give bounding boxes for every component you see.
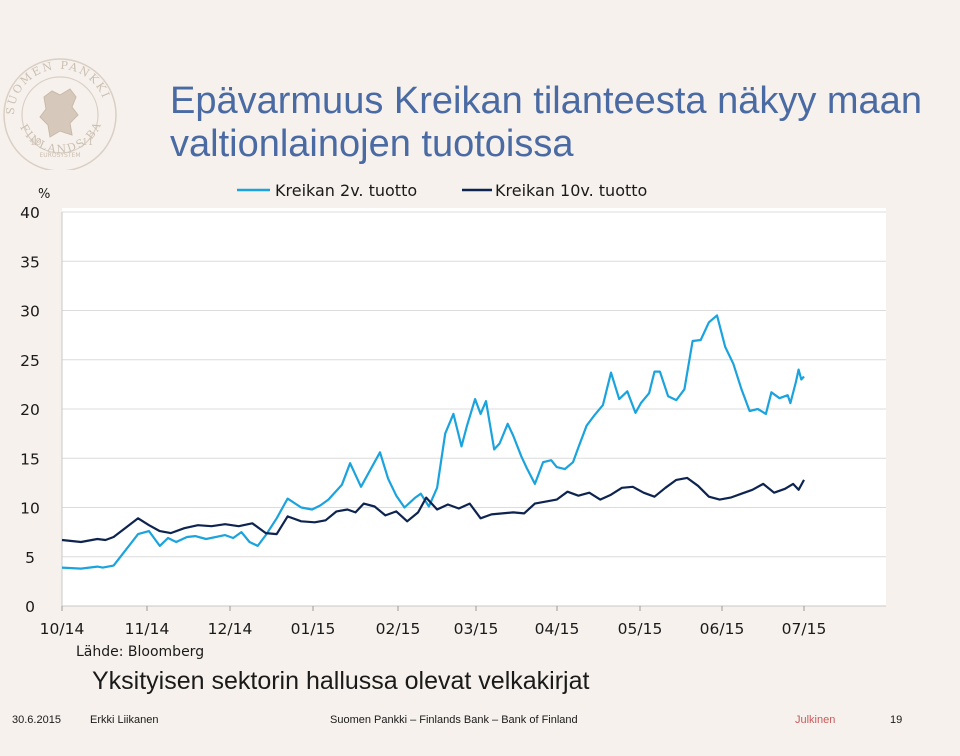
legend: Kreikan 2v. tuotto Kreikan 10v. tuotto: [237, 181, 647, 200]
footer-organization: Suomen Pankki – Finlands Bank – Bank of …: [330, 714, 578, 726]
x-tick-label-9: 07/15: [782, 620, 827, 638]
y-tick-label: 5: [25, 549, 35, 567]
lion-icon: [39, 88, 79, 138]
series-lines: [61, 314, 805, 570]
x-tick-label-2: 12/14: [208, 620, 253, 638]
y-tick-label: 10: [20, 500, 40, 518]
svg-text:11: 11: [82, 138, 93, 148]
footer-date: 30.6.2015: [12, 714, 61, 726]
x-tick-label-7: 05/15: [618, 620, 663, 638]
y-tick-label: 30: [20, 303, 40, 321]
x-tick-labels: 10/14 11/14 12/14 01/15 02/15 03/15 04/15 05/15…: [40, 606, 827, 638]
x-tick-label-8: 06/15: [700, 620, 745, 638]
y-tick-label: 25: [20, 352, 40, 370]
y-tick-label: 0: [25, 598, 35, 616]
y-tick-label: 15: [20, 450, 40, 468]
footer-classification: Julkinen: [795, 714, 836, 726]
slide-title: Epävarmuus Kreikan tilanteesta näkyy maa…: [170, 80, 922, 165]
x-tick-label-3: 01/15: [291, 620, 336, 638]
y-tick-label: 20: [20, 401, 40, 419]
legend-label-10y: Kreikan 10v. tuotto: [495, 181, 647, 200]
x-tick-label-1: 11/14: [125, 620, 170, 638]
y-tick-label: 35: [20, 253, 40, 271]
x-tick-label-4: 02/15: [376, 620, 421, 638]
series-line-10y: [61, 476, 805, 544]
y-tick-label: 40: [20, 204, 40, 222]
bank-seal-logo: SUOMEN PANKKI FINLANDS BANK 19 11 EUROSY…: [0, 45, 117, 170]
footer-page-number: 19: [890, 714, 903, 726]
source-note: Lähde: Bloomberg: [76, 644, 204, 660]
yield-line-chart: 0 5 10 15 20 25 30 35 40 10/14 11/14 12/14 01/15 02/…: [20, 181, 886, 660]
series-line-2y: [61, 314, 805, 570]
x-tick-label-0: 10/14: [40, 620, 85, 638]
y-tick-labels: 0 5 10 15 20 25 30 35 40: [20, 204, 40, 616]
svg-text:EUROSYSTEM: EUROSYSTEM: [40, 152, 81, 159]
gridlines: [61, 211, 886, 607]
y-unit-label: %: [38, 187, 50, 202]
slide-subtitle: Yksityisen sektorin hallussa olevat velk…: [92, 667, 590, 695]
plot-area: [62, 208, 886, 606]
x-tick-label-6: 04/15: [535, 620, 580, 638]
x-tick-label-5: 03/15: [454, 620, 499, 638]
svg-text:19: 19: [30, 138, 42, 148]
footer-author: Erkki Liikanen: [90, 714, 159, 726]
legend-label-2y: Kreikan 2v. tuotto: [275, 181, 417, 200]
